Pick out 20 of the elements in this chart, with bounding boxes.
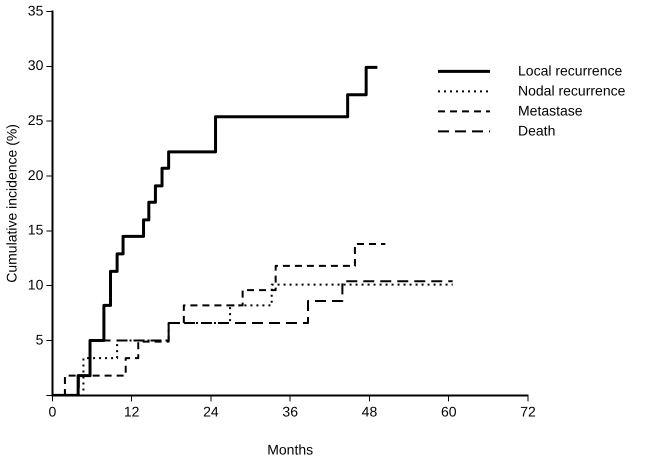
y-tick-label: 35 [28, 2, 44, 18]
legend-label: Nodal recurrence [518, 82, 626, 98]
legend-label: Death [518, 122, 556, 138]
x-tick-label: 36 [282, 404, 298, 420]
x-tick-label: 48 [362, 404, 378, 420]
y-axis-title: Cumulative incidence (%) [3, 124, 20, 283]
y-tick-label: 10 [28, 276, 44, 293]
x-tick-label: 24 [203, 404, 219, 420]
x-tick-label: 72 [520, 404, 536, 420]
y-tick-label: 20 [28, 166, 44, 183]
x-tick-label: 0 [48, 404, 56, 420]
y-tick-label: 25 [28, 112, 44, 128]
legend-label: Local recurrence [518, 62, 622, 78]
y-tick-label: 5 [36, 331, 44, 348]
x-tick-label: 12 [124, 404, 140, 420]
x-tick-label: 60 [440, 404, 457, 420]
y-tick-label: 30 [28, 57, 44, 74]
y-tick-label: 15 [28, 222, 44, 238]
x-axis-title: Months [267, 441, 314, 458]
legend-label: Metastase [518, 102, 583, 118]
